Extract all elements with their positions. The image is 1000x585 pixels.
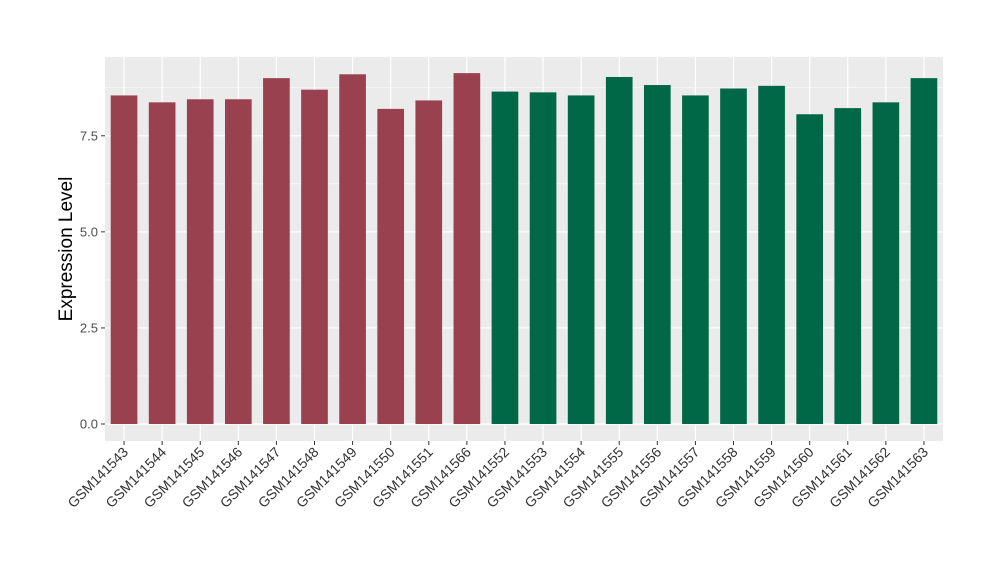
- bar-GSM141547: [263, 78, 290, 425]
- bar-GSM141543: [110, 95, 138, 424]
- bar-GSM141550: [377, 108, 405, 424]
- y-axis: 0.0 2.5 5.0 7.5: [80, 128, 105, 432]
- y-tick-label: 0.0: [80, 417, 98, 432]
- y-tick-label: 5.0: [80, 224, 98, 239]
- y-tick-label: 7.5: [80, 128, 98, 143]
- bar-GSM141554: [567, 95, 595, 424]
- x-axis: GSM141543GSM141544GSM141545GSM141546GSM1…: [64, 441, 931, 511]
- bar-GSM141559: [758, 85, 785, 424]
- bar-GSM141560: [796, 114, 824, 424]
- bar-GSM141566: [453, 73, 481, 424]
- bar-GSM141558: [720, 88, 747, 425]
- bar-GSM141552: [491, 91, 519, 424]
- bar-GSM141563: [910, 78, 938, 425]
- bar-GSM141555: [605, 76, 633, 424]
- bars: [110, 73, 938, 425]
- bar-GSM141551: [415, 100, 443, 424]
- bar-GSM141553: [529, 92, 557, 424]
- bar-GSM141549: [339, 74, 366, 425]
- bar-GSM141546: [224, 99, 252, 425]
- bar-GSM141561: [834, 108, 862, 424]
- y-axis-title: Expression Level: [56, 177, 77, 322]
- bar-GSM141548: [301, 89, 328, 425]
- bar-GSM141556: [643, 85, 671, 424]
- bar-GSM141557: [682, 95, 709, 424]
- bar-GSM141562: [872, 102, 900, 425]
- bar-GSM141545: [186, 99, 214, 425]
- bar-GSM141544: [148, 102, 176, 425]
- y-tick-label: 2.5: [80, 320, 98, 335]
